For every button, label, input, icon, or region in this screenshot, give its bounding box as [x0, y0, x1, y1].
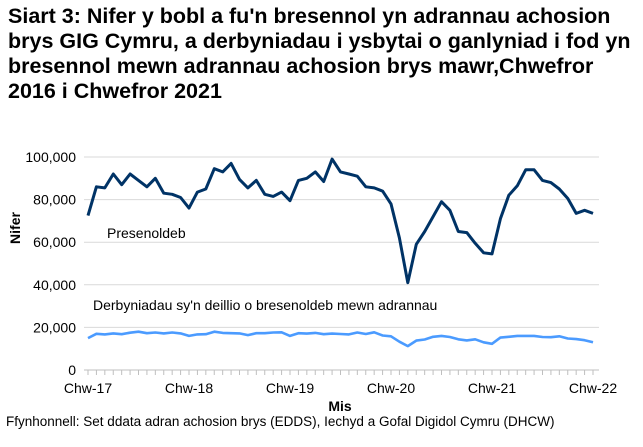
y-tick-label: 60,000 [33, 234, 76, 250]
y-tick-label: 40,000 [33, 277, 76, 293]
y-tick-label: 20,000 [33, 319, 76, 335]
x-tick-label: Chw-21 [468, 380, 516, 396]
y-tick-label: 80,000 [33, 192, 76, 208]
x-tick-label: Chw-18 [165, 380, 213, 396]
series-label: Presenoldeb [107, 225, 186, 241]
source-note: Ffynhonnell: Set ddata adran achosion br… [6, 414, 555, 429]
x-tick-label: Chw-20 [367, 380, 415, 396]
x-tick-label: Chw-19 [266, 380, 314, 396]
x-tick-label: Chw-17 [64, 380, 112, 396]
x-tick-label: Chw-22 [569, 380, 617, 396]
chart-title: Siart 3: Nifer y bobl a fu'n bresennol y… [8, 4, 631, 103]
x-axis-label: Mis [328, 398, 352, 414]
y-tick-label: 0 [68, 362, 76, 378]
y-axis-label: Nifer [7, 212, 23, 244]
series-line [87, 330, 594, 348]
y-tick-label: 100,000 [25, 149, 76, 165]
series-label: Derbyniadau sy'n deillio o bresenoldeb m… [93, 297, 437, 313]
series-line [86, 157, 594, 285]
